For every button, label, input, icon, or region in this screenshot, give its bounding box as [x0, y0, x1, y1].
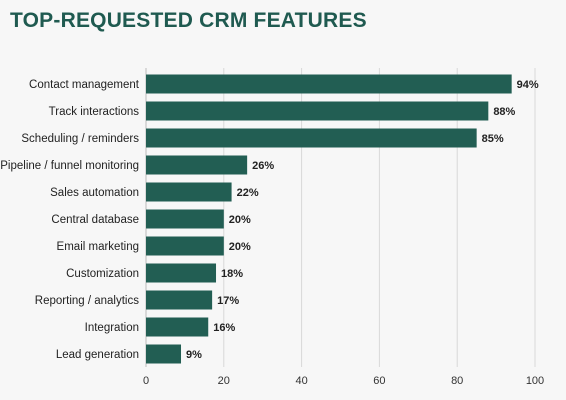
bar	[146, 155, 248, 175]
category-label: Contact management	[29, 79, 140, 91]
value-label: 85%	[482, 133, 504, 145]
bar	[146, 128, 477, 148]
chart-title: TOP-REQUESTED CRM FEATURES	[10, 9, 367, 32]
value-label: 94%	[517, 79, 539, 91]
value-label: 22%	[237, 187, 259, 199]
value-label: 20%	[229, 214, 251, 226]
value-label: 16%	[213, 322, 235, 334]
bar	[146, 290, 213, 310]
category-label: Customization	[66, 268, 139, 280]
bar	[146, 209, 224, 229]
category-label: Sales automation	[50, 187, 139, 199]
bar	[146, 263, 217, 283]
category-label: Central database	[51, 214, 139, 226]
category-label: Integration	[85, 322, 139, 334]
bar	[146, 74, 512, 94]
value-label: 26%	[252, 160, 274, 172]
bar	[146, 344, 182, 364]
bar	[146, 101, 489, 121]
category-label: Reporting / analytics	[35, 295, 139, 307]
x-tick-label: 20	[218, 375, 230, 387]
category-label: Track interactions	[49, 106, 140, 118]
bar	[146, 236, 224, 256]
category-label: Email marketing	[57, 241, 139, 253]
x-tick-label: 40	[295, 375, 307, 387]
value-label: 17%	[217, 295, 239, 307]
value-label: 9%	[186, 349, 202, 361]
value-label: 18%	[221, 268, 243, 280]
category-label: Pipeline / funnel monitoring	[0, 160, 139, 172]
value-label: 20%	[229, 241, 251, 253]
x-tick-label: 80	[451, 375, 463, 387]
bar	[146, 317, 209, 337]
x-tick-label: 100	[526, 375, 544, 387]
value-label: 88%	[493, 106, 515, 118]
x-tick-label: 60	[373, 375, 385, 387]
x-tick-label: 0	[143, 375, 149, 387]
category-label: Lead generation	[56, 349, 139, 361]
category-label: Scheduling / reminders	[21, 133, 139, 145]
bar	[146, 182, 232, 202]
